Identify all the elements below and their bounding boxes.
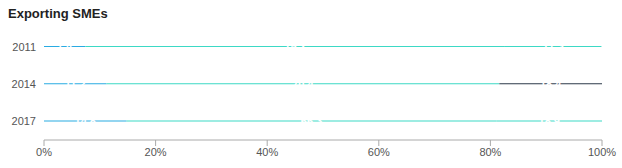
html-text:Exporting SMEs: Exporting SMEs xyxy=(8,6,108,21)
svg-text:2011: 2011 xyxy=(12,41,36,53)
svg-text:7.4: 7.4 xyxy=(57,40,73,52)
svg-text:18.4: 18.4 xyxy=(540,78,562,90)
svg-text:40%: 40% xyxy=(256,146,278,158)
svg-text:75.2: 75.2 xyxy=(284,40,305,52)
svg-text:80%: 80% xyxy=(479,146,501,158)
svg-text:66.3: 66.3 xyxy=(301,115,322,127)
svg-text:2014: 2014 xyxy=(12,78,36,90)
svg-text:0%: 0% xyxy=(36,146,52,158)
svg-text:14.8: 14.8 xyxy=(75,115,96,127)
svg-text:100%: 100% xyxy=(588,146,614,158)
svg-text:60%: 60% xyxy=(368,146,390,158)
svg-text:11.2: 11.2 xyxy=(65,78,86,90)
svg-text:70.4: 70.4 xyxy=(292,78,314,90)
svg-text:2017: 2017 xyxy=(12,115,36,127)
svg-text:17.3: 17.3 xyxy=(542,40,563,52)
svg-text:18.9: 18.9 xyxy=(539,115,560,127)
svg-text:20%: 20% xyxy=(145,146,167,158)
